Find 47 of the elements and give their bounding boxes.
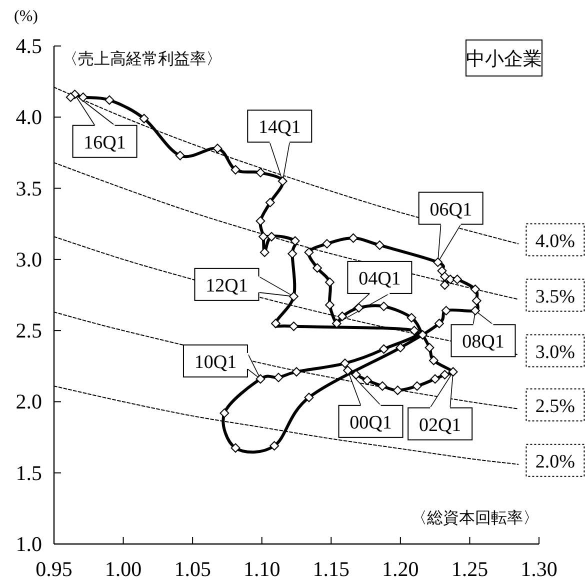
series-label: 3.0% bbox=[526, 334, 585, 368]
title: 中小企業 bbox=[466, 40, 542, 76]
chart-title: 中小企業 bbox=[466, 49, 542, 70]
y-tick-label: 2.5 bbox=[16, 318, 42, 343]
annotation: 10Q1 bbox=[194, 352, 237, 373]
y-tick-label: 4.0 bbox=[16, 105, 42, 130]
y-tick-label: 2.0 bbox=[16, 390, 42, 414]
x-axis-title: 〈総資本回転率〉 bbox=[411, 509, 539, 527]
series-label: 2.0% bbox=[535, 451, 576, 472]
x-tick-label: 1.15 bbox=[312, 557, 350, 581]
annotation-callout: 02Q1 bbox=[408, 371, 473, 440]
annotation-callout: 10Q1 bbox=[182, 344, 261, 380]
annotation: 12Q1 bbox=[206, 275, 248, 296]
y-tick-label: 3.5 bbox=[16, 176, 42, 200]
annotation-callout: 06Q1 bbox=[418, 192, 484, 263]
annotation: 08Q1 bbox=[462, 332, 504, 353]
y-tick-label: 1.5 bbox=[16, 460, 42, 485]
series-label: 3.5% bbox=[526, 278, 585, 312]
y-axis-title: 〈売上高経常利益率〉 bbox=[62, 50, 222, 68]
y-tick-label: 3.0 bbox=[16, 247, 42, 272]
series-label: 4.0% bbox=[526, 223, 585, 256]
annotation: 02Q1 bbox=[418, 414, 462, 436]
annotation: 00Q1 bbox=[350, 412, 392, 434]
series-label: 2.5% bbox=[535, 396, 576, 417]
annotation-callout: 14Q1 bbox=[247, 110, 312, 182]
annotation: 14Q1 bbox=[258, 117, 301, 138]
x-tick-label: 1.25 bbox=[451, 557, 488, 581]
annotation: 04Q1 bbox=[358, 268, 401, 290]
x-tick-label: 1.20 bbox=[382, 557, 419, 581]
annotation: 06Q1 bbox=[430, 199, 472, 220]
annotation-callout: 04Q1 bbox=[336, 260, 412, 324]
series-label: 2.5% bbox=[526, 388, 585, 422]
x-tick-label: 1.00 bbox=[104, 557, 142, 581]
x-tick-label: 1.30 bbox=[520, 557, 558, 581]
series-label: 2.0% bbox=[526, 444, 585, 477]
series-label: 4.0% bbox=[535, 230, 576, 252]
annotation-callout: 00Q1 bbox=[338, 370, 404, 438]
text: (%) bbox=[14, 8, 38, 25]
x-tick-label: 1.05 bbox=[174, 557, 211, 581]
series-label: 3.5% bbox=[535, 286, 576, 308]
y-tick-label: 4.5 bbox=[16, 34, 42, 58]
x-tick-label: 0.95 bbox=[36, 557, 72, 581]
y-tick-label: 1.0 bbox=[16, 532, 42, 556]
x-tick-label: 1.10 bbox=[243, 557, 280, 581]
legend-label: 3.0% bbox=[535, 342, 576, 363]
annotation: 16Q1 bbox=[84, 132, 126, 154]
annotation-callout: 08Q1 bbox=[450, 310, 516, 358]
